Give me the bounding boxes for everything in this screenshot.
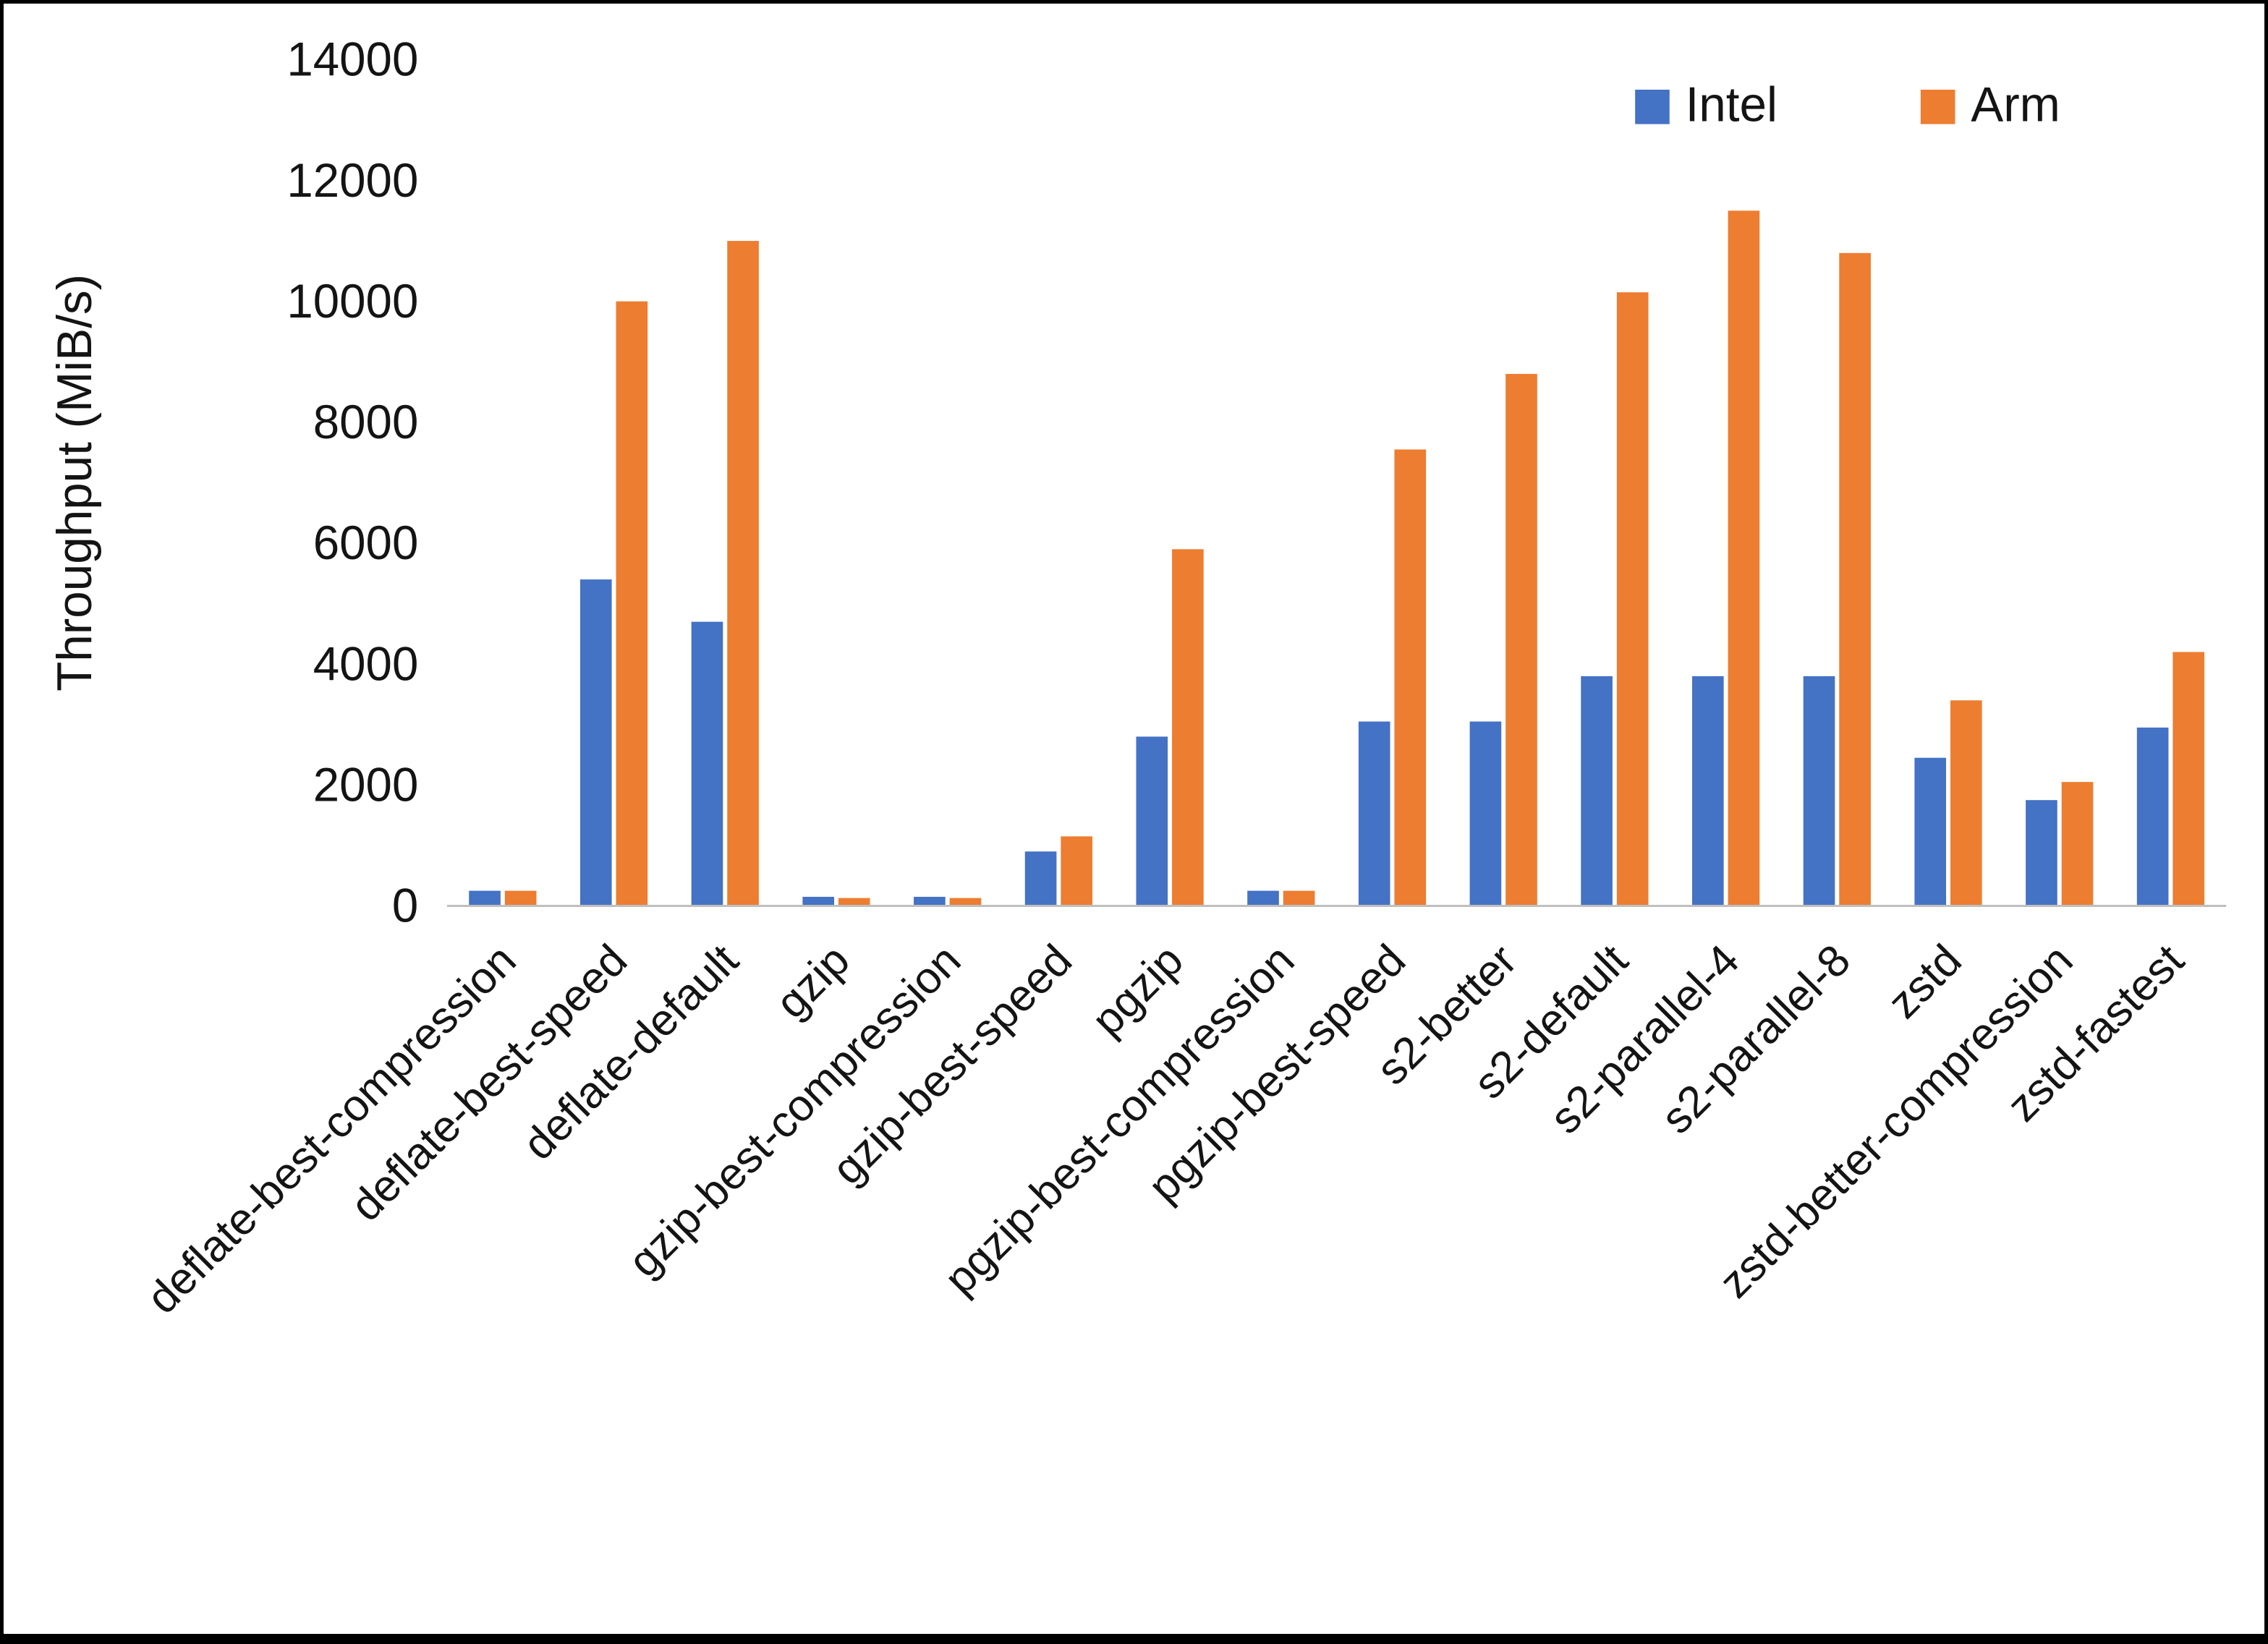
y-tick-label: 12000 xyxy=(286,154,418,207)
legend: Intel Arm xyxy=(1635,78,2060,132)
bar-arm-deflate-default xyxy=(727,241,759,906)
bars-layer xyxy=(469,210,2205,906)
bar-intel-deflate-default xyxy=(691,621,723,906)
y-tick-label: 4000 xyxy=(313,637,419,690)
y-tick-label: 14000 xyxy=(286,33,418,86)
bar-intel-s2-better xyxy=(1469,721,1502,906)
y-tick-label: 2000 xyxy=(313,759,419,812)
bar-chart: 02000400060008000100001200014000deflate-… xyxy=(48,33,2227,1324)
bar-intel-zstd xyxy=(1914,757,1947,906)
bar-arm-deflate-best-speed xyxy=(616,301,648,906)
bar-intel-gzip-best-speed xyxy=(1024,851,1057,906)
bar-intel-zstd-better-compression xyxy=(2026,800,2057,906)
legend-label-arm: Arm xyxy=(1971,78,2060,132)
bar-arm-deflate-best-compression xyxy=(504,890,537,906)
x-tick-label: gzip xyxy=(766,935,859,1028)
y-tick-label: 8000 xyxy=(313,396,419,448)
bar-intel-deflate-best-compression xyxy=(469,890,501,906)
bar-intel-pgzip-best-compression xyxy=(1247,890,1279,906)
bar-arm-gzip-best-speed xyxy=(1061,836,1092,906)
legend-label-intel: Intel xyxy=(1686,78,1778,132)
bar-arm-pgzip-best-speed xyxy=(1394,449,1427,906)
x-tick-label: zstd xyxy=(1878,935,1971,1028)
y-axis-title: Throughput (MiB/s) xyxy=(48,274,102,691)
bar-arm-zstd-better-compression xyxy=(2061,782,2094,906)
bar-arm-pgzip xyxy=(1172,549,1204,906)
bar-arm-zstd xyxy=(1950,700,1982,906)
bar-arm-zstd-fastest xyxy=(2173,652,2205,906)
bar-arm-s2-parallel-8 xyxy=(1839,252,1871,906)
y-tick-label: 0 xyxy=(392,880,418,932)
y-tick-label: 10000 xyxy=(286,275,418,328)
bar-arm-s2-parallel-4 xyxy=(1728,210,1760,906)
bar-arm-gzip-best-compression xyxy=(949,898,982,906)
legend-swatch-intel xyxy=(1635,89,1670,124)
bar-intel-s2-parallel-4 xyxy=(1691,676,1724,906)
bar-intel-pgzip-best-speed xyxy=(1358,721,1390,906)
bar-intel-gzip xyxy=(802,896,834,906)
legend-swatch-arm xyxy=(1920,89,1955,124)
bar-intel-s2-parallel-8 xyxy=(1803,676,1835,906)
bar-arm-s2-default xyxy=(1616,292,1649,906)
bar-arm-pgzip-best-compression xyxy=(1283,890,1315,906)
y-tick-label: 6000 xyxy=(313,516,419,569)
bar-intel-s2-default xyxy=(1581,676,1613,906)
bar-arm-s2-better xyxy=(1505,373,1537,906)
bar-intel-pgzip xyxy=(1136,736,1168,906)
bar-arm-gzip xyxy=(838,898,870,906)
bar-intel-deflate-best-speed xyxy=(579,579,612,906)
bar-intel-zstd-fastest xyxy=(2136,727,2169,906)
bar-intel-gzip-best-compression xyxy=(914,896,946,906)
